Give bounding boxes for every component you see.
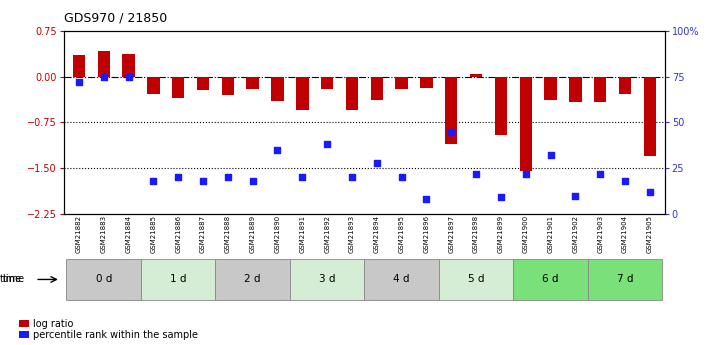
Point [222,175,233,180]
Point [198,178,209,184]
Point [247,178,258,184]
Point [173,175,184,180]
Point [619,178,631,184]
Point [570,193,581,198]
Bar [172,77,184,98]
Text: 1 d: 1 d [170,275,186,284]
Bar [364,259,439,300]
Bar [643,77,656,156]
Text: 7 d: 7 d [617,275,634,284]
Point [644,189,656,195]
Bar [619,77,631,94]
Point [496,195,507,200]
Bar [66,259,141,300]
Text: 0 d: 0 d [95,275,112,284]
Bar [545,77,557,100]
Bar [147,77,159,94]
Point [321,142,333,147]
Point [98,74,109,80]
Bar [141,259,215,300]
Bar [122,53,135,77]
Bar [197,77,209,90]
Point [594,171,606,176]
Point [371,160,383,166]
Text: time: time [0,275,22,284]
Bar [321,77,333,89]
Bar [73,56,85,77]
Point [148,178,159,184]
Bar [439,259,513,300]
Text: 5 d: 5 d [468,275,484,284]
Text: 2 d: 2 d [245,275,261,284]
Point [123,74,134,80]
Text: 6 d: 6 d [542,275,559,284]
Text: 3 d: 3 d [319,275,336,284]
Point [73,79,85,85]
Bar [370,77,383,100]
Point [471,171,482,176]
Text: GDS970 / 21850: GDS970 / 21850 [64,11,167,24]
Bar [420,77,433,88]
Point [296,175,308,180]
Point [346,175,358,180]
Text: 4 d: 4 d [393,275,410,284]
Bar [222,77,234,95]
Bar [588,259,663,300]
Bar [470,74,482,77]
Bar [445,77,457,144]
Bar [495,77,507,135]
Bar [570,77,582,102]
Text: time: time [4,275,26,284]
Point [421,197,432,202]
Bar [290,259,364,300]
Bar [594,77,606,102]
Bar [296,77,309,110]
Bar [513,259,588,300]
Bar [272,77,284,101]
Bar [346,77,358,110]
Point [446,129,457,135]
Bar [97,51,110,77]
Point [545,152,556,158]
Legend: log ratio, percentile rank within the sample: log ratio, percentile rank within the sa… [19,319,198,340]
Bar [215,259,290,300]
Bar [395,77,408,89]
Bar [520,77,532,171]
Point [520,171,531,176]
Point [272,147,283,153]
Point [396,175,407,180]
Bar [247,77,259,89]
